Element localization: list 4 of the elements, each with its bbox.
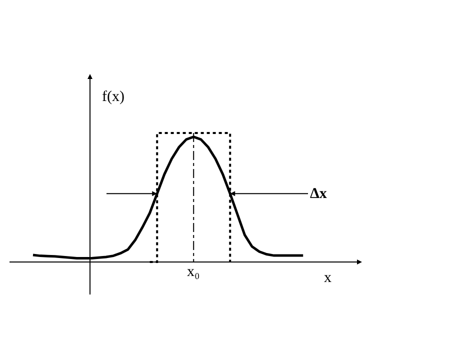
x-axis-title: x (324, 270, 332, 286)
text: Δx (310, 186, 328, 202)
y-axis-title: f(x) (102, 89, 124, 105)
text: x₀ (187, 264, 200, 280)
